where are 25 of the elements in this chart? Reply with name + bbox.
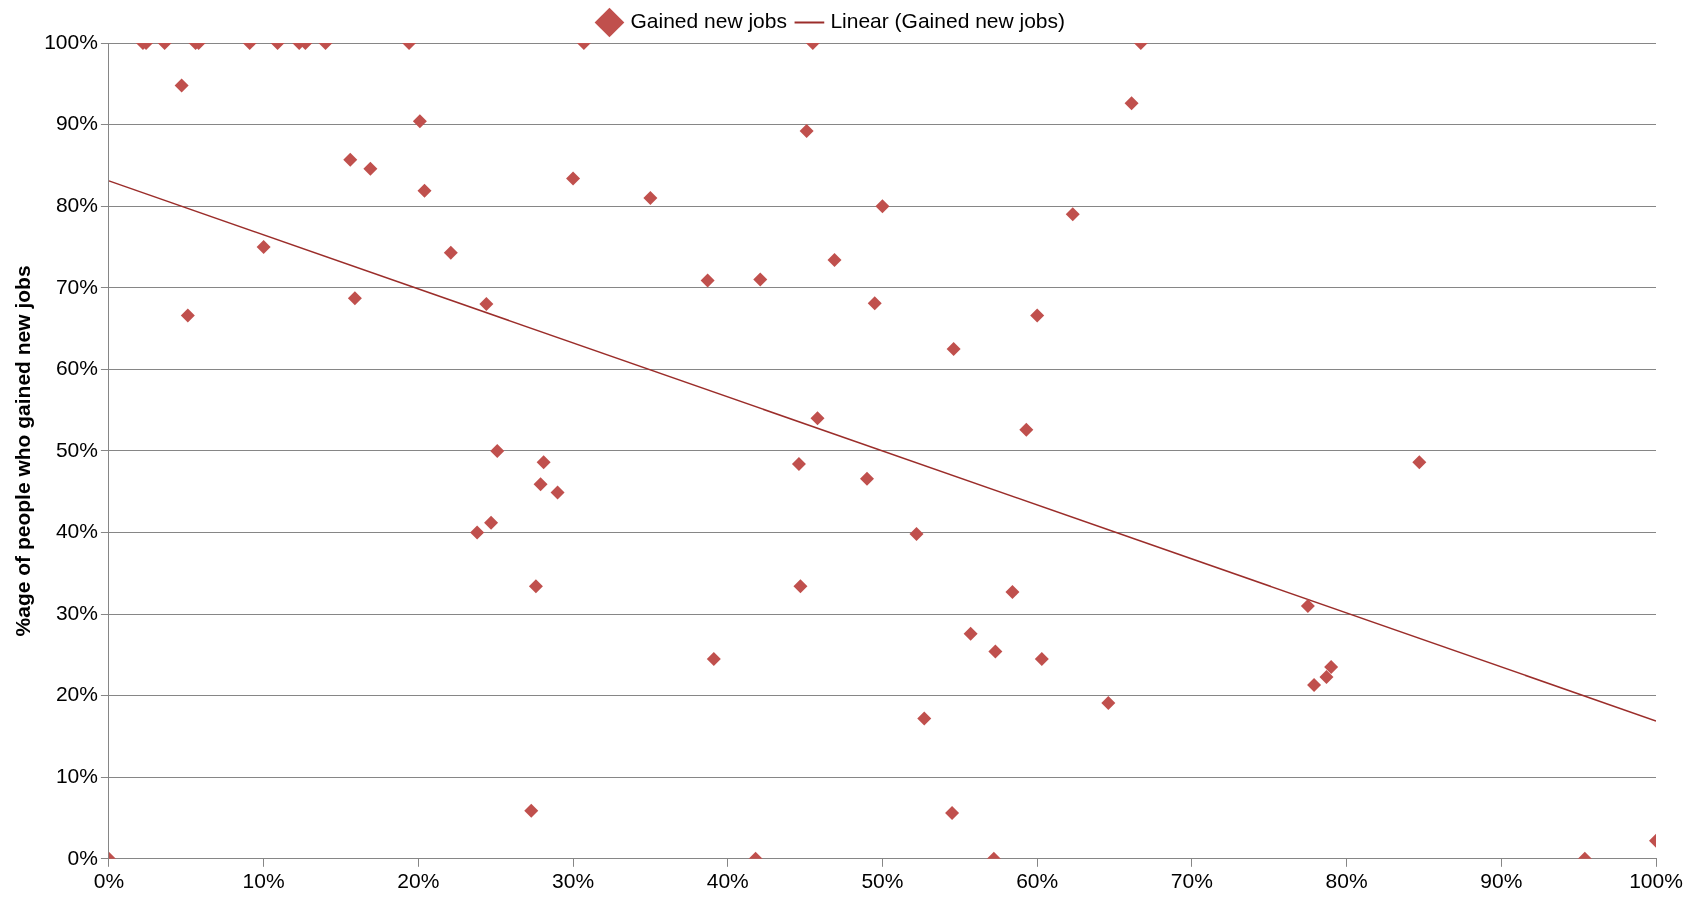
x-tick-label: 40% [706, 869, 749, 893]
x-tick-label: 100% [1629, 869, 1683, 893]
x-tick-label: 10% [242, 869, 285, 893]
x-tick-label: 50% [861, 869, 904, 893]
x-tick-label: 70% [1170, 869, 1213, 893]
y-tick-label: 10% [55, 764, 98, 788]
x-tick-label: 80% [1325, 869, 1368, 893]
y-tick-label: 80% [55, 192, 98, 216]
y-tick-label: 0% [67, 845, 98, 869]
y-tick-label: 60% [55, 356, 98, 380]
legend-label: Linear (Gained new jobs) [830, 9, 1066, 33]
y-tick-label: 100% [44, 29, 98, 53]
legend-label: Gained new jobs [630, 9, 787, 33]
y-tick-label: 90% [55, 111, 98, 135]
y-tick-label: 70% [55, 274, 98, 298]
y-axis-title: %age of people who gained new jobs [11, 265, 35, 637]
y-tick-label: 20% [55, 682, 98, 706]
y-tick-label: 50% [55, 437, 98, 461]
x-tick-label: 20% [397, 869, 440, 893]
y-tick-label: 40% [55, 519, 98, 543]
y-tick-label: 30% [55, 600, 98, 624]
x-tick-label: 90% [1480, 869, 1523, 893]
x-tick-label: 0% [93, 869, 125, 893]
x-tick-label: 30% [552, 869, 595, 893]
x-tick-label: 60% [1016, 869, 1059, 893]
